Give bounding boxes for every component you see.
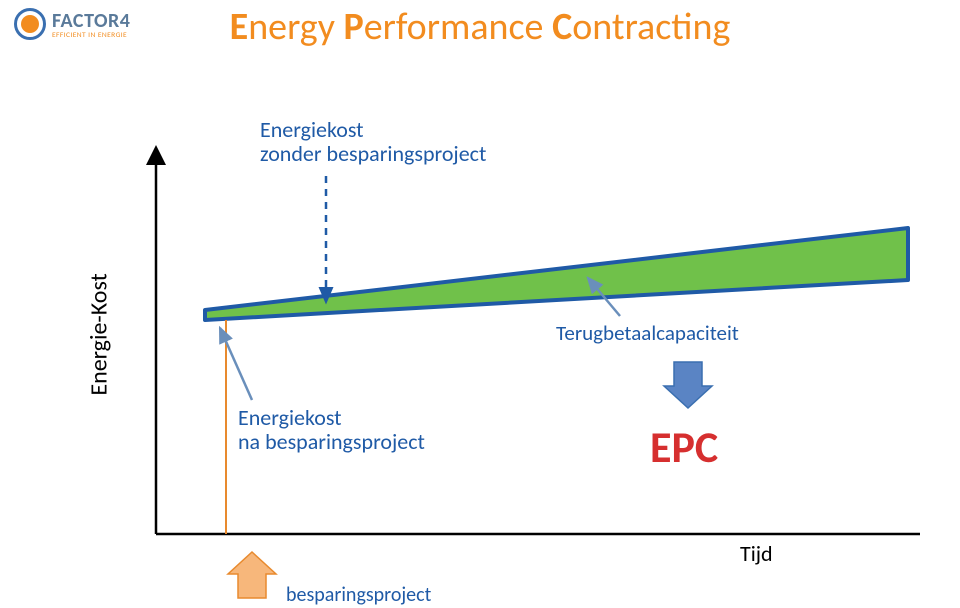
block-arrow-up-icon	[228, 552, 276, 598]
label-line1: Energiekost	[238, 406, 425, 430]
label-besparingsproject: besparingsproject	[286, 584, 431, 606]
arrow-energiekost-na	[220, 328, 252, 400]
y-axis-label: Energie-Kost	[85, 273, 114, 395]
label-line2: zonder besparingsproject	[260, 142, 486, 166]
x-axis-label: Tijd	[740, 542, 773, 566]
epc-label: EPC	[650, 420, 718, 474]
label-line1: Energiekost	[260, 118, 486, 142]
label-energiekost-zonder: Energiekost zonder besparingsproject	[260, 118, 486, 166]
savings-band	[205, 228, 908, 320]
epc-diagram	[0, 0, 960, 608]
label-terugbetaal: Terugbetaalcapaciteit	[556, 322, 739, 345]
label-line2: na besparingsproject	[238, 430, 425, 454]
block-arrow-down-icon	[664, 362, 712, 408]
label-energiekost-na: Energiekost na besparingsproject	[238, 406, 425, 454]
